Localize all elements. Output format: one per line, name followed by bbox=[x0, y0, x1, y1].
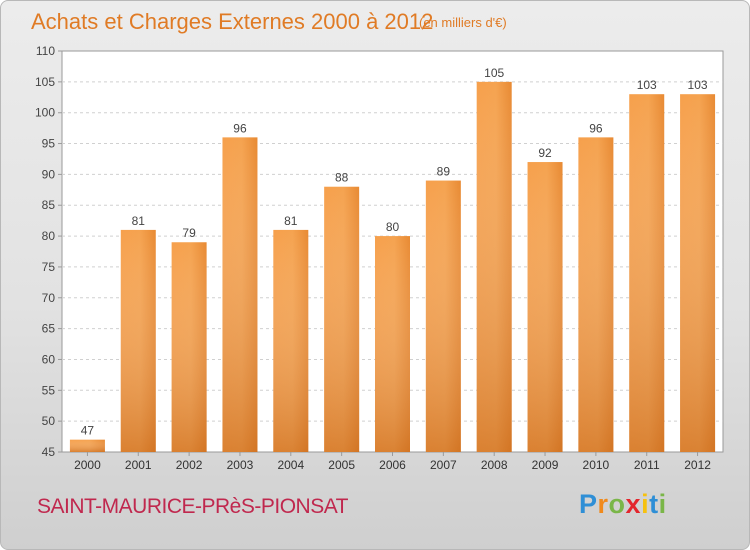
y-tick-label: 100 bbox=[35, 106, 55, 120]
chart-subtitle: (en milliers d'€) bbox=[419, 15, 507, 30]
x-tick-label: 2009 bbox=[532, 458, 559, 472]
y-tick-label: 80 bbox=[42, 229, 56, 243]
y-tick-label: 110 bbox=[36, 44, 55, 58]
y-tick-label: 55 bbox=[42, 383, 56, 397]
logo-letter: i bbox=[658, 489, 667, 519]
bar-shade bbox=[425, 180, 461, 453]
y-tick-label: 60 bbox=[42, 352, 56, 366]
bar-shade bbox=[629, 94, 665, 452]
y-tick-label: 65 bbox=[42, 322, 56, 336]
bar-shade bbox=[680, 94, 716, 452]
x-tick-label: 2003 bbox=[227, 458, 254, 472]
data-label: 47 bbox=[81, 424, 95, 438]
bars: 47 81 79 96 81 88 80 89 105 92 96 103 103 bbox=[69, 66, 716, 453]
data-label: 92 bbox=[538, 146, 552, 160]
y-tick-label: 95 bbox=[42, 137, 56, 151]
x-axis: 2000 2001 2002 2003 2004 2005 2006 2007 2008 2009… bbox=[74, 452, 711, 472]
data-label: 80 bbox=[386, 220, 400, 234]
bar-shade bbox=[171, 242, 207, 452]
x-tick-label: 2011 bbox=[634, 458, 660, 472]
logo-letter: i bbox=[641, 489, 650, 519]
y-tick-label: 45 bbox=[42, 445, 56, 459]
bar-shade bbox=[578, 137, 614, 452]
y-axis: 45 50 55 60 65 70 75 80 85 90 95 100 105 110 bbox=[35, 44, 62, 459]
data-label: 88 bbox=[335, 171, 349, 185]
bar-shade bbox=[375, 236, 410, 452]
x-tick-label: 2008 bbox=[481, 458, 508, 472]
data-label: 89 bbox=[437, 165, 451, 179]
data-label: 96 bbox=[589, 121, 603, 135]
x-tick-label: 2005 bbox=[328, 458, 355, 472]
y-tick-label: 75 bbox=[42, 260, 56, 274]
data-label: 103 bbox=[637, 78, 657, 92]
x-tick-label: 2010 bbox=[583, 458, 610, 472]
data-label: 81 bbox=[284, 214, 298, 228]
y-tick-label: 85 bbox=[42, 198, 56, 212]
x-tick-label: 2004 bbox=[277, 458, 304, 472]
y-tick-label: 90 bbox=[42, 167, 56, 181]
bar-shade bbox=[273, 229, 309, 452]
logo-letter: P bbox=[579, 489, 598, 519]
location-name: SAINT-MAURICE-PRèS-PIONSAT bbox=[37, 495, 348, 518]
logo-letter: o bbox=[608, 489, 626, 519]
proxiti-logo: Proxiti bbox=[579, 489, 667, 520]
data-label: 103 bbox=[688, 78, 708, 92]
data-label: 81 bbox=[132, 214, 146, 228]
y-tick-label: 50 bbox=[42, 414, 56, 428]
logo-letter: x bbox=[625, 489, 642, 519]
bar-shade bbox=[476, 81, 512, 452]
data-label: 79 bbox=[182, 226, 196, 240]
data-label: 96 bbox=[233, 121, 247, 135]
bar-shade bbox=[69, 439, 105, 452]
x-tick-label: 2000 bbox=[74, 458, 101, 472]
y-tick-label: 70 bbox=[42, 291, 56, 305]
bar-shade bbox=[120, 229, 156, 452]
chart-title: Achats et Charges Externes 2000 à 2012 bbox=[31, 9, 434, 34]
x-tick-label: 2012 bbox=[684, 458, 711, 472]
bar-shade bbox=[527, 162, 563, 453]
x-tick-label: 2001 bbox=[125, 458, 152, 472]
x-tick-label: 2007 bbox=[430, 458, 457, 472]
x-tick-label: 2006 bbox=[379, 458, 406, 472]
bar-shade bbox=[222, 137, 258, 452]
y-tick-label: 105 bbox=[35, 75, 55, 89]
logo-letter: t bbox=[649, 489, 659, 519]
bar-shade bbox=[324, 186, 360, 452]
x-tick-label: 2002 bbox=[176, 458, 203, 472]
data-label: 105 bbox=[484, 66, 504, 80]
logo-letter: r bbox=[597, 489, 609, 519]
